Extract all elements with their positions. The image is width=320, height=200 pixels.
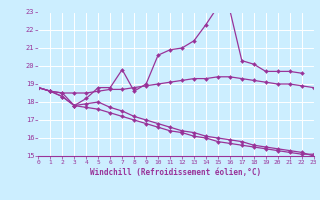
X-axis label: Windchill (Refroidissement éolien,°C): Windchill (Refroidissement éolien,°C) [91,168,261,177]
